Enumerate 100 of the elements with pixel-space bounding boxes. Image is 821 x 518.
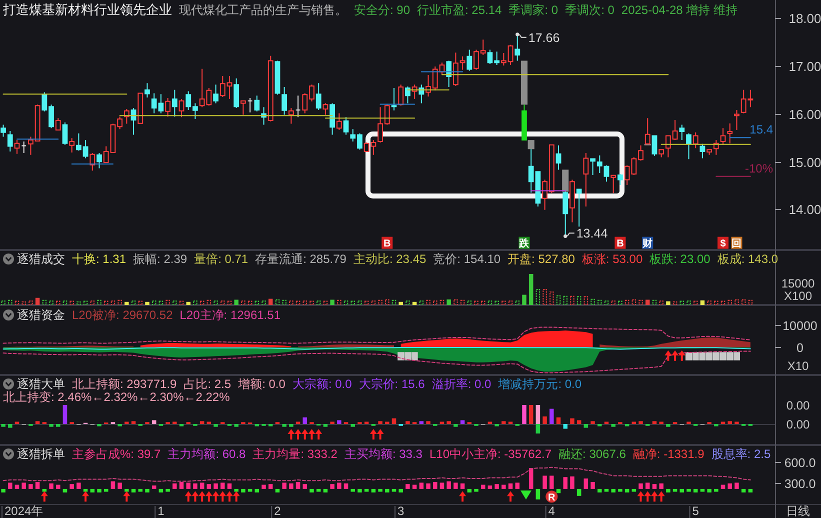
bar	[659, 300, 664, 306]
y-axis-title: X100	[784, 289, 812, 303]
bar	[638, 483, 643, 489]
bar	[460, 420, 465, 424]
bar	[118, 482, 122, 489]
data-label: 17.66	[528, 30, 560, 45]
bar	[22, 301, 26, 306]
bar	[179, 300, 184, 306]
bar	[748, 488, 753, 492]
bar	[693, 300, 698, 306]
bar	[337, 420, 342, 424]
bar	[275, 299, 280, 306]
bar	[172, 483, 177, 489]
candlestick	[69, 138, 75, 153]
bar	[241, 488, 246, 492]
bar	[700, 300, 705, 305]
bar	[234, 488, 238, 492]
bar	[502, 421, 506, 424]
bar	[515, 482, 520, 489]
bar	[474, 300, 478, 306]
bar	[200, 421, 204, 424]
bar	[220, 482, 225, 489]
bar	[337, 300, 342, 306]
candlestick	[727, 122, 733, 144]
y-tick-label: 300.0	[784, 477, 816, 491]
bar	[330, 300, 334, 305]
bar	[536, 289, 540, 306]
bar	[234, 300, 238, 305]
text: 0.00	[786, 418, 810, 432]
chart-subtitle: 北上持变: 2.46%←2.32%←2.30%←2.22%	[3, 390, 230, 404]
bar	[556, 488, 561, 494]
bar	[454, 299, 458, 306]
bar	[502, 300, 506, 306]
bar	[440, 300, 444, 306]
bar	[563, 296, 568, 306]
x-tick-label: 2	[274, 504, 282, 518]
x-tick-label: 2024年	[4, 504, 44, 518]
data-label: $	[720, 238, 726, 250]
bar	[14, 484, 20, 489]
bar	[618, 300, 622, 306]
bar	[193, 300, 198, 306]
bar	[371, 300, 376, 306]
text: 主动比: 23.45	[353, 252, 426, 266]
data-label: B	[616, 238, 624, 250]
bar	[528, 468, 534, 489]
candlestick	[14, 140, 20, 154]
bar	[460, 300, 465, 306]
bar	[728, 300, 732, 306]
bar	[124, 488, 129, 492]
x-tick-label: 3	[398, 504, 405, 518]
candlestick	[514, 34, 520, 62]
candlestick	[234, 78, 240, 109]
bar	[282, 482, 286, 489]
bar	[707, 300, 712, 306]
bar	[97, 300, 102, 306]
bar	[152, 485, 156, 489]
candlestick	[405, 86, 410, 104]
candlestick	[138, 92, 144, 124]
chart-title: 逐猎资金	[17, 308, 65, 322]
bar	[520, 60, 528, 105]
text: 0.00	[786, 398, 810, 412]
text: 增减持万元: 0.0	[497, 377, 582, 391]
data-label: B	[384, 238, 391, 250]
bar	[680, 300, 684, 306]
bar	[734, 299, 739, 306]
bar	[584, 296, 588, 306]
bar	[536, 405, 540, 424]
bar	[611, 488, 616, 492]
text: 板跌: 23.00	[648, 252, 711, 266]
bar	[714, 488, 718, 492]
bar	[145, 302, 150, 305]
bar	[172, 300, 177, 306]
x-tick-label: 1	[158, 504, 165, 518]
candlestick	[21, 140, 27, 154]
bar	[515, 300, 520, 306]
candlestick	[254, 95, 260, 112]
text: 溢折率: 0.0	[432, 377, 492, 391]
bar	[214, 300, 218, 306]
bar	[728, 483, 732, 489]
bar	[632, 299, 636, 306]
bar	[14, 300, 20, 306]
bar	[576, 296, 582, 306]
text: 振幅: 2.39	[133, 252, 188, 266]
bar	[494, 300, 499, 306]
bar	[214, 424, 218, 427]
bar	[419, 482, 424, 489]
bar	[296, 300, 300, 306]
series-label: -10%	[744, 161, 774, 176]
bar	[76, 301, 81, 306]
bar	[542, 289, 547, 306]
candlestick	[322, 102, 328, 116]
bar	[83, 300, 88, 306]
bar	[590, 298, 595, 306]
bar	[406, 300, 410, 306]
candlestick	[274, 60, 280, 96]
candlestick	[618, 173, 623, 186]
bar	[652, 300, 657, 306]
bar	[282, 300, 286, 306]
text: 存量流通: 285.79	[255, 252, 347, 266]
bar	[502, 484, 506, 489]
